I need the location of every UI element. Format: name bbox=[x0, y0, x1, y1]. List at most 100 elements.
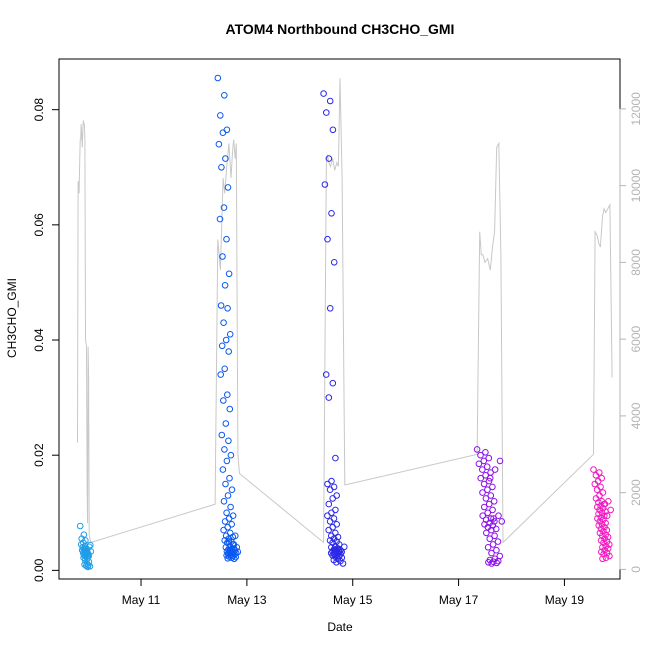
altitude-line bbox=[77, 78, 613, 544]
data-point bbox=[220, 498, 228, 505]
y2-tick-label: 10000 bbox=[629, 169, 643, 203]
data-point bbox=[602, 519, 609, 527]
data-point bbox=[326, 518, 334, 525]
data-point bbox=[230, 545, 238, 552]
altitude-layer bbox=[77, 78, 613, 544]
data-point bbox=[222, 480, 229, 488]
data-point bbox=[214, 74, 222, 82]
data-point bbox=[498, 518, 506, 525]
data-point bbox=[217, 371, 224, 378]
data-point bbox=[218, 431, 226, 439]
data-point bbox=[221, 518, 229, 525]
data-point bbox=[601, 512, 608, 520]
series-flight-2 bbox=[214, 74, 242, 563]
data-point bbox=[330, 259, 338, 266]
data-point bbox=[328, 210, 335, 217]
data-point bbox=[332, 454, 339, 462]
data-point bbox=[479, 466, 486, 473]
data-point bbox=[606, 541, 613, 548]
data-point bbox=[328, 509, 335, 517]
data-point bbox=[488, 560, 496, 567]
data-point bbox=[607, 506, 615, 514]
data-point bbox=[488, 526, 495, 534]
x-tick-label: May 11 bbox=[122, 593, 161, 607]
data-point bbox=[329, 495, 337, 502]
data-point bbox=[601, 500, 609, 508]
y2-tick-label: 2000 bbox=[629, 479, 643, 506]
data-point bbox=[229, 512, 237, 520]
series-flight-5 bbox=[590, 466, 615, 563]
data-point bbox=[338, 548, 346, 556]
y-tick-label: 0.00 bbox=[32, 558, 46, 582]
data-point bbox=[84, 563, 91, 571]
data-point bbox=[216, 215, 224, 223]
data-point bbox=[485, 454, 493, 462]
series-flight-3 bbox=[320, 90, 348, 567]
data-point bbox=[479, 512, 487, 520]
series-flight-4 bbox=[473, 446, 506, 567]
y-tick-label: 0.08 bbox=[32, 98, 46, 122]
data-point bbox=[224, 555, 231, 562]
y-tick-label: 0.02 bbox=[32, 443, 46, 467]
data-point bbox=[215, 140, 223, 148]
data-point bbox=[219, 253, 226, 260]
data-point bbox=[591, 480, 599, 488]
data-point bbox=[228, 521, 235, 528]
data-point bbox=[484, 509, 492, 517]
data-point bbox=[226, 331, 234, 338]
data-point bbox=[329, 523, 337, 531]
data-point bbox=[482, 472, 489, 479]
data-point bbox=[218, 342, 226, 350]
data-point bbox=[484, 486, 491, 494]
data-point bbox=[489, 506, 496, 514]
data-point bbox=[495, 512, 502, 520]
data-point bbox=[494, 557, 502, 565]
data-point bbox=[485, 559, 492, 566]
data-point bbox=[334, 533, 342, 541]
data-point bbox=[475, 460, 483, 468]
data-point bbox=[226, 474, 233, 482]
data-point bbox=[221, 92, 228, 99]
data-point bbox=[493, 559, 501, 567]
data-point bbox=[325, 394, 333, 401]
data-point bbox=[225, 515, 233, 522]
data-point bbox=[485, 500, 493, 508]
data-point bbox=[592, 472, 600, 479]
data-point bbox=[603, 512, 611, 520]
axes-layer: 0.00 0.02 0.04 0.06 0.08 0 2000 4000 6000 8000 100… bbox=[32, 92, 643, 607]
data-point bbox=[227, 451, 235, 459]
data-point bbox=[333, 559, 340, 566]
data-point bbox=[482, 449, 489, 456]
points-layer bbox=[76, 74, 615, 571]
data-point bbox=[326, 305, 334, 312]
data-point bbox=[488, 549, 495, 557]
data-point bbox=[325, 526, 333, 534]
data-point bbox=[330, 483, 338, 491]
data-point bbox=[479, 489, 486, 496]
data-point bbox=[496, 457, 504, 465]
data-point bbox=[494, 538, 502, 545]
data-point bbox=[83, 549, 90, 556]
data-point bbox=[333, 521, 341, 528]
data-point bbox=[481, 503, 488, 511]
data-point bbox=[224, 184, 232, 191]
data-point bbox=[599, 555, 606, 563]
data-point bbox=[480, 480, 488, 488]
data-point bbox=[486, 474, 494, 482]
data-point bbox=[217, 302, 225, 309]
data-point bbox=[225, 348, 232, 355]
data-point bbox=[328, 477, 335, 485]
x-tick-label: May 19 bbox=[545, 593, 585, 607]
data-point bbox=[333, 492, 341, 499]
data-point bbox=[477, 451, 484, 459]
data-point bbox=[489, 541, 497, 548]
data-point bbox=[225, 538, 233, 545]
data-point bbox=[473, 446, 481, 453]
data-point bbox=[228, 486, 236, 494]
data-point bbox=[228, 550, 235, 558]
data-point bbox=[220, 526, 227, 534]
data-point bbox=[221, 365, 228, 373]
data-point bbox=[326, 486, 334, 494]
data-point bbox=[339, 560, 347, 567]
data-point bbox=[80, 539, 87, 547]
